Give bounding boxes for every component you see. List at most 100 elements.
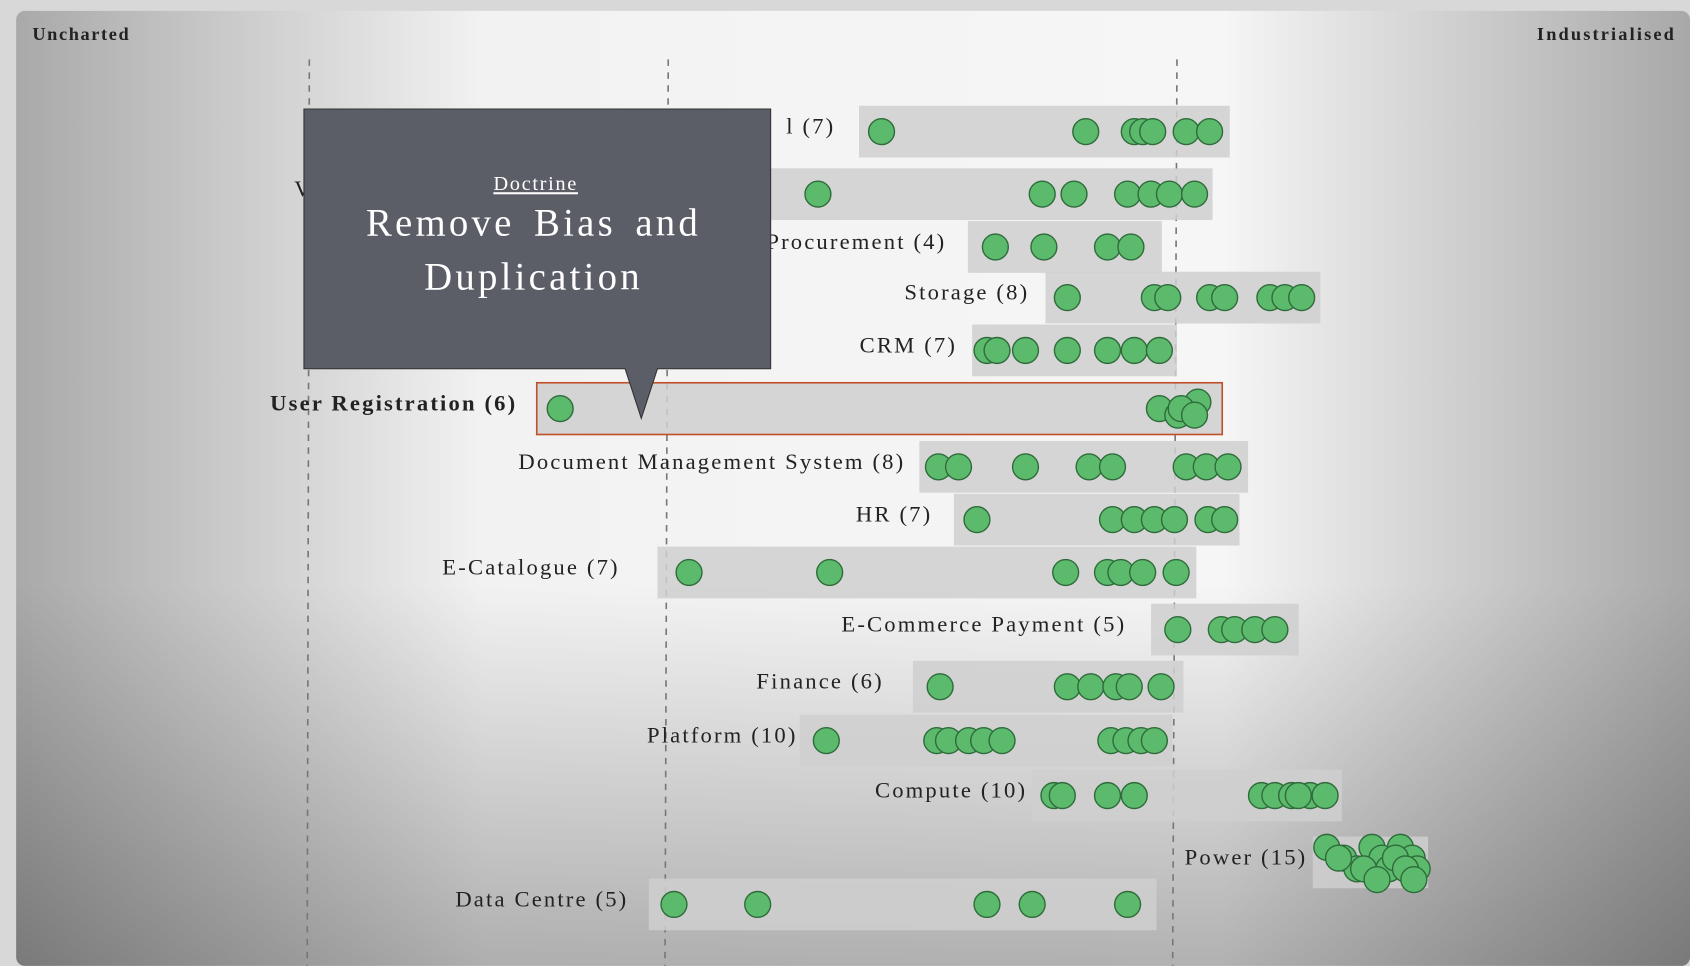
row-label: l (7) [786,114,835,139]
row-label: Finance (6) [756,669,883,694]
component-dot [1211,506,1239,534]
row-label: Procurement (4) [766,229,946,254]
component-dot [1400,865,1428,894]
component-dot [1011,453,1040,481]
row: CRM (7) [860,324,1177,377]
callout-text: Duplication [424,255,643,298]
component-dot [1053,283,1081,312]
stage-line [306,59,311,966]
component-dot [1093,781,1122,810]
callout-heading: Doctrine [493,173,578,195]
component-dot [1113,890,1142,919]
component-dot [1261,615,1289,644]
row-label: Power (15) [1185,844,1308,869]
component-dot [1053,673,1081,701]
row-label: Storage (8) [904,280,1029,305]
row-label: Document Management System (8) [518,449,905,474]
component-dot [1284,781,1312,810]
component-dot [1120,781,1148,810]
component-dot [1162,558,1190,587]
row-label: User Registration (6) [270,391,517,416]
row-bar [535,381,1224,436]
component-dot [660,890,688,919]
component-dot [1060,180,1088,208]
component-dot [867,118,896,146]
row: Power (15) [1185,833,1431,894]
row-bar [648,878,1157,931]
component-dot [1028,180,1056,208]
component-dot [1048,781,1076,810]
row: l (7) [786,105,1230,158]
row: Data Centre (5) [455,878,1157,931]
component-dot [1363,865,1391,894]
component-dot [981,233,1009,261]
component-dot [1145,336,1174,365]
component-dot [1052,558,1080,587]
row-bar [953,493,1240,546]
component-dot [1180,180,1209,208]
row: Compute (10) [875,769,1342,822]
component-dot [983,336,1011,365]
component-dot [812,726,840,755]
stage-line [664,59,670,966]
component-dot [988,726,1016,755]
row-label: E-Commerce Payment (5) [841,612,1126,637]
row-label: E-Catalogue (7) [442,554,619,579]
component-dot [1115,673,1143,701]
row: E-Catalogue (7) [442,546,1197,599]
component-dot [1098,453,1127,481]
row: Platform (10) [647,714,1173,767]
component-dot [816,558,844,587]
callout: Doctrine Remove Bias and Duplication [303,108,772,421]
component-dot [926,673,954,701]
component-dot [1324,844,1353,872]
row-label: Platform (10) [647,723,798,748]
component-dot [1129,558,1157,587]
component-dot [1164,615,1192,644]
component-dot [1120,336,1148,365]
component-dot [1214,453,1242,481]
map-shade [16,10,1690,966]
component-dot [804,180,832,208]
row: Finance (6) [756,660,1184,713]
component-dot [1211,283,1239,312]
component-dot [1077,673,1105,701]
component-dot [1018,890,1046,919]
component-dot [1147,673,1175,701]
component-dot [1139,118,1167,146]
row-label: HR (7) [856,502,932,527]
row: E-Commerce Payment (5) [841,603,1299,656]
component-dot [963,506,991,534]
component-dot [1011,336,1040,365]
rows: l (7) V Procurement (4) Storage (8) CRM (7) U… [270,105,1431,931]
row: Procurement (4) [766,221,1162,273]
component-dot [1093,233,1122,261]
component-dot [1172,118,1200,146]
component-dot [944,453,973,481]
component-dot [1053,336,1081,365]
component-dot [1195,118,1224,146]
component-dot [1113,180,1142,208]
component-dot [1075,453,1103,481]
component-dot [744,890,772,919]
component-dot [1155,180,1184,208]
row: Document Management System (8) [518,440,1249,493]
row-label: Data Centre (5) [455,886,628,911]
component-dot [1117,233,1145,261]
row-bar [859,105,1230,158]
row: HR (7) [856,493,1240,546]
callout-box [303,108,772,421]
row: Storage (8) [904,271,1321,324]
component-dot [1160,506,1189,534]
axis-label-right: Industrialised [1537,24,1676,44]
component-dot [546,394,574,423]
callout-text: Remove Bias and [366,201,701,244]
component-dot [1180,401,1209,429]
component-dot [1288,283,1316,312]
component-dot [1072,118,1100,146]
component-dot [1140,726,1169,755]
component-dot [973,890,1001,919]
row: User Registration (6) [270,381,1224,436]
